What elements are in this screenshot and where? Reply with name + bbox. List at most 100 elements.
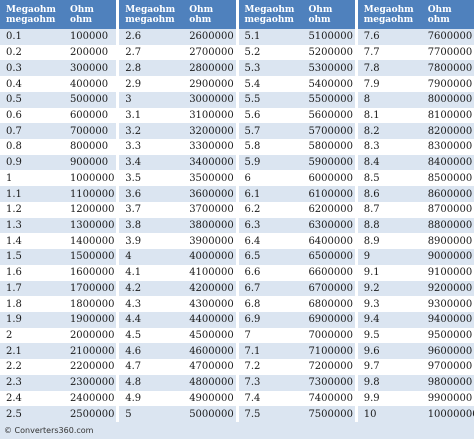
ohm-cell: 6400000 — [308, 235, 353, 247]
megaohm-cell: 9.8 — [363, 377, 380, 389]
megaohm-cell: 6 — [244, 172, 251, 184]
megaohm-cell: 6.2 — [244, 204, 261, 216]
ohm-cell: 2300000 — [69, 377, 115, 389]
ohm-cell: 4700000 — [189, 361, 234, 373]
ohm-cell: 4000000 — [189, 251, 234, 263]
table-row: 8.9 8900000 — [357, 233, 474, 250]
megaohm-cell: 4.3 — [125, 298, 142, 310]
megaohm-cell: 9.2 — [363, 282, 380, 294]
ohm-cell: 7700000 — [427, 47, 473, 59]
table-row: 0.9 900000 — [0, 154, 117, 171]
table-block-2: Megaohm megaohm Ohm ohm 2.6 2600000 2.7 270… — [119, 0, 236, 422]
megaohm-cell: 9.1 — [363, 267, 380, 279]
ohm-cell: 7500000 — [308, 408, 353, 420]
megaohm-cell: 4 — [125, 251, 132, 263]
table-row: 4.1 4100000 — [119, 264, 236, 281]
header-megaohm: Megaohm megaohm — [119, 0, 183, 29]
megaohm-cell: 2.8 — [125, 62, 142, 74]
table-rows: 0.1 100000 0.2 200000 0.3 300000 0.4 400000 0.5 5… — [0, 29, 117, 422]
table-row: 9.2 9200000 — [357, 280, 474, 297]
megaohm-cell: 2.6 — [125, 31, 142, 43]
table-row: 8.7 8700000 — [357, 201, 474, 218]
megaohm-cell: 9.6 — [363, 345, 380, 357]
table-header: Megaohm megaohm Ohm ohm — [238, 0, 355, 29]
megaohm-cell: 2.7 — [125, 47, 142, 59]
ohm-cell: 9700000 — [427, 361, 473, 373]
ohm-cell: 7100000 — [308, 345, 353, 357]
megaohm-cell: 9.9 — [363, 392, 380, 404]
table-row: 2.8 2800000 — [119, 60, 236, 77]
megaohm-cell: 3.4 — [125, 157, 142, 169]
ohm-cell: 3500000 — [189, 172, 234, 184]
table-row: 5.9 5900000 — [238, 154, 355, 171]
megaohm-cell: 5.6 — [244, 109, 261, 121]
ohm-cell: 6200000 — [308, 204, 353, 216]
table-row: 9.3 9300000 — [357, 296, 474, 312]
table-row: 0.7 700000 — [0, 123, 117, 140]
table-row: 7.1 7100000 — [238, 343, 355, 360]
table-row: 0.8 800000 — [0, 139, 117, 155]
table-row: 3.9 3900000 — [119, 233, 236, 250]
table-row: 7.6 7600000 — [357, 29, 474, 45]
ohm-cell: 1400000 — [69, 235, 115, 247]
megaohm-cell: 0.4 — [6, 78, 22, 90]
megaohm-cell: 7.2 — [244, 361, 261, 373]
table-row: 7.5 7500000 — [238, 406, 355, 422]
table-row: 2.5 2500000 — [0, 406, 117, 422]
table-row: 6.8 6800000 — [238, 296, 355, 312]
table-row: 4.7 4700000 — [119, 359, 236, 375]
ohm-cell: 1000000 — [69, 172, 115, 184]
ohm-cell: 9500000 — [427, 330, 473, 342]
megaohm-cell: 1.1 — [6, 188, 22, 200]
megaohm-cell: 4.6 — [125, 345, 142, 357]
table-row: 9.8 9800000 — [357, 374, 474, 391]
table-row: 1.2 1200000 — [0, 201, 117, 218]
megaohm-cell: 7.1 — [244, 345, 261, 357]
table-row: 0.5 500000 — [0, 91, 117, 108]
megaohm-cell: 2.9 — [125, 78, 142, 90]
header-ohm-line1: Ohm — [427, 4, 452, 15]
megaohm-cell: 0.5 — [6, 94, 22, 106]
ohm-cell: 5200000 — [308, 47, 353, 59]
megaohm-cell: 6.7 — [244, 282, 261, 294]
megaohm-cell: 8.6 — [363, 188, 380, 200]
megaohm-cell: 3.6 — [125, 188, 142, 200]
table-row: 5.7 5700000 — [238, 123, 355, 140]
ohm-cell: 200000 — [69, 47, 109, 59]
ohm-cell: 2700000 — [189, 47, 234, 59]
footer-text: © Converters360.com — [4, 426, 94, 435]
table-row: 5.4 5400000 — [238, 76, 355, 92]
megaohm-cell: 0.2 — [6, 47, 22, 59]
table-row: 7 7000000 — [238, 327, 355, 344]
header-megaohm: Megaohm megaohm — [239, 0, 303, 29]
table-row: 10 10000000 — [357, 406, 474, 422]
header-megaohm-line1: Megaohm — [244, 4, 295, 15]
megaohm-cell: 2.5 — [6, 408, 22, 420]
header-megaohm: Megaohm megaohm — [0, 0, 64, 29]
table-row: 7.2 7200000 — [238, 359, 355, 375]
megaohm-cell: 8.8 — [363, 219, 380, 231]
ohm-cell: 10000000 — [427, 408, 474, 420]
table-row: 7.7 7700000 — [357, 44, 474, 61]
ohm-cell: 1500000 — [69, 251, 115, 263]
ohm-cell: 9800000 — [427, 377, 473, 389]
megaohm-cell: 7.9 — [363, 78, 380, 90]
table-row: 5.2 5200000 — [238, 44, 355, 61]
table-row: 6 6000000 — [238, 170, 355, 187]
table-row: 9.5 9500000 — [357, 327, 474, 344]
megaohm-cell: 2.2 — [6, 361, 22, 373]
ohm-cell: 8700000 — [427, 204, 473, 216]
table-row: 3.4 3400000 — [119, 154, 236, 171]
ohm-cell: 2800000 — [189, 62, 234, 74]
table-row: 2.2 2200000 — [0, 359, 117, 375]
table-row: 1 1000000 — [0, 170, 117, 187]
table-row: 8.5 8500000 — [357, 170, 474, 187]
table-row: 8.3 8300000 — [357, 139, 474, 155]
megaohm-cell: 4.5 — [125, 330, 142, 342]
table-row: 0.2 200000 — [0, 44, 117, 61]
ohm-cell: 2900000 — [189, 78, 234, 90]
ohm-cell: 8900000 — [427, 235, 473, 247]
ohm-cell: 8500000 — [427, 172, 473, 184]
ohm-cell: 2500000 — [69, 408, 115, 420]
ohm-cell: 4300000 — [189, 298, 234, 310]
